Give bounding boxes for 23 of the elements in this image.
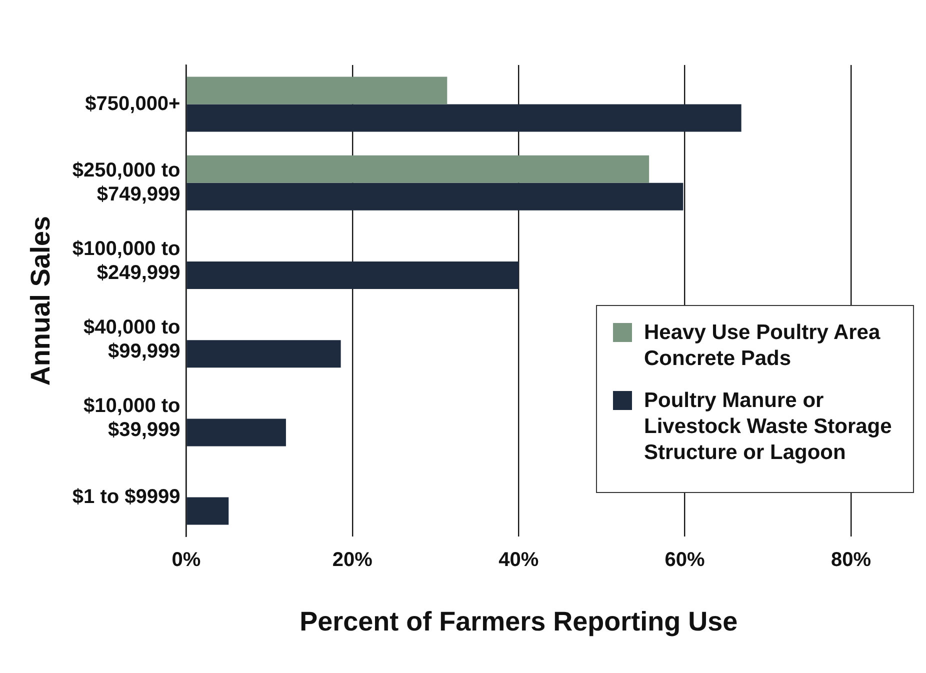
legend-label: Poultry Manure or Livestock Waste Storage Structure or Lagoon [644,388,893,466]
x-axis-title: Percent of Farmers Reporting Use [300,606,738,636]
bar [186,76,448,104]
y-tick-label: $1 to $9999 [72,486,180,508]
y-axis-title: Annual Sales [26,216,56,386]
x-tick-label: 0% [172,549,201,572]
bar [186,262,519,290]
legend-label: Heavy Use Poultry Area Concrete Pads [644,320,882,372]
bar [186,182,684,210]
x-tick-label: 20% [332,549,373,572]
y-tick-label: $100,000 to $249,999 [72,238,180,284]
bar [186,418,286,446]
bar [186,155,650,183]
bar [186,340,341,368]
x-tick-label: 80% [830,549,872,572]
bar [186,497,229,525]
x-tick-label: 60% [664,549,706,572]
y-tick-label: $750,000+ [85,92,180,115]
y-tick-label: $10,000 to $39,999 [84,395,180,442]
y-tick-label: $40,000 to $99,999 [84,316,180,363]
y-tick-label: $250,000 to $749,999 [72,159,180,206]
x-tick-label: 40% [498,549,539,572]
bar [186,104,742,132]
